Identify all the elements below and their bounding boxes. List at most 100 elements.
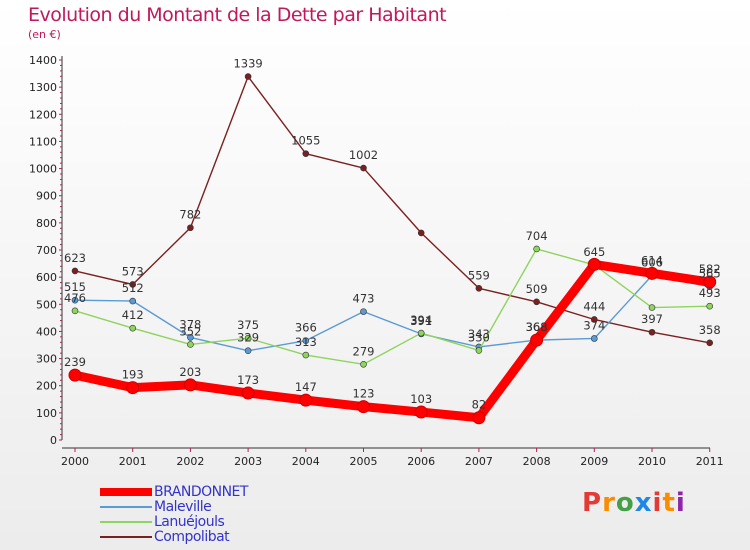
- data-point: [71, 307, 79, 315]
- data-point: [126, 381, 140, 395]
- legend-label: BRANDONNET: [154, 484, 248, 500]
- data-label: 358: [699, 323, 721, 337]
- x-tick-label: 2004: [292, 455, 320, 468]
- data-label: 394: [410, 313, 432, 327]
- data-point: [302, 337, 310, 344]
- data-point: [472, 411, 486, 425]
- legend-label: Maleville: [154, 499, 212, 515]
- x-tick-label: 2006: [407, 455, 435, 468]
- data-label: 397: [641, 312, 663, 326]
- y-tick-label: 300: [36, 353, 57, 366]
- data-label: 1002: [349, 148, 378, 162]
- data-label: 352: [179, 324, 201, 338]
- logo-letter: r: [602, 488, 616, 518]
- data-point: [530, 333, 544, 347]
- data-label: 565: [699, 267, 721, 281]
- data-point: [129, 324, 136, 332]
- data-point: [645, 266, 659, 280]
- data-point: [299, 393, 313, 407]
- data-point: [417, 229, 425, 237]
- data-label: 1339: [233, 57, 262, 71]
- data-label: 582: [699, 262, 721, 276]
- data-label: 193: [122, 368, 144, 382]
- data-point: [129, 297, 136, 305]
- legend-label: Lanuéjouls: [154, 514, 225, 530]
- legend-swatch: [100, 488, 152, 496]
- data-label: 614: [641, 253, 663, 267]
- data-point: [414, 405, 428, 419]
- data-point: [417, 329, 425, 337]
- data-label: 173: [237, 373, 259, 387]
- y-tick-label: 900: [36, 190, 57, 203]
- data-label: 368: [526, 320, 548, 334]
- data-point: [68, 368, 82, 382]
- data-label: 103: [410, 392, 432, 406]
- series-line-lanuéjouls: [74, 248, 711, 365]
- data-label: 704: [526, 229, 548, 243]
- data-point: [533, 298, 540, 306]
- data-point: [475, 284, 483, 292]
- data-label: 444: [583, 299, 605, 313]
- data-label: 476: [64, 291, 86, 305]
- x-tick-label: 2011: [696, 455, 724, 468]
- y-tick-label: 1300: [29, 81, 57, 94]
- x-tick-label: 2000: [61, 455, 89, 468]
- data-label: 623: [64, 251, 86, 265]
- x-tick-label: 2003: [234, 455, 262, 468]
- data-point: [71, 296, 79, 304]
- data-label: 782: [179, 208, 201, 222]
- data-label: 391: [410, 314, 432, 328]
- data-point: [183, 378, 197, 392]
- data-label: 559: [468, 268, 490, 282]
- data-point: [357, 400, 370, 414]
- series-line-compolibat: [74, 75, 711, 344]
- data-point: [244, 73, 252, 80]
- data-point: [129, 281, 136, 288]
- data-label: 473: [353, 292, 375, 306]
- data-label: 509: [526, 282, 548, 296]
- data-label: 368: [526, 320, 548, 334]
- x-tick-label: 2001: [119, 455, 147, 468]
- data-point: [590, 316, 598, 323]
- data-label: 378: [179, 317, 201, 331]
- data-point: [648, 304, 656, 311]
- logo-letter: i: [652, 488, 663, 518]
- y-tick-label: 800: [36, 217, 57, 230]
- data-label: 374: [583, 318, 605, 332]
- data-point: [187, 224, 194, 232]
- data-point: [706, 302, 714, 310]
- data-point: [360, 360, 367, 368]
- data-label: 123: [353, 387, 375, 401]
- data-point: [533, 245, 540, 253]
- y-tick-label: 1200: [29, 108, 57, 121]
- data-point: [241, 386, 255, 400]
- data-point: [187, 341, 194, 348]
- data-point: [703, 275, 717, 289]
- data-label: 515: [64, 280, 86, 294]
- legend-label: Compolibat: [154, 529, 230, 545]
- legend-swatch: [100, 536, 152, 538]
- y-tick-label: 700: [36, 244, 57, 257]
- data-point: [648, 328, 656, 336]
- y-tick-label: 100: [36, 407, 57, 420]
- logo-letter: o: [615, 488, 635, 518]
- y-tick-label: 1100: [29, 135, 57, 148]
- data-label: 366: [295, 321, 317, 335]
- data-label: 279: [353, 344, 375, 358]
- data-label: 329: [237, 331, 259, 345]
- data-point: [244, 334, 252, 342]
- data-point: [587, 257, 601, 271]
- data-point: [302, 150, 310, 157]
- data-point: [590, 335, 598, 342]
- data-label: 375: [237, 318, 259, 332]
- x-tick-label: 2005: [350, 455, 378, 468]
- x-tick-label: 2009: [580, 455, 608, 468]
- data-point: [360, 308, 367, 315]
- data-point: [706, 339, 714, 347]
- y-tick-label: 1000: [29, 163, 57, 176]
- y-tick-label: 1400: [29, 54, 57, 67]
- chart-unit-label: (en €): [28, 28, 61, 41]
- y-tick-label: 600: [36, 271, 57, 284]
- x-tick-label: 2002: [176, 455, 204, 468]
